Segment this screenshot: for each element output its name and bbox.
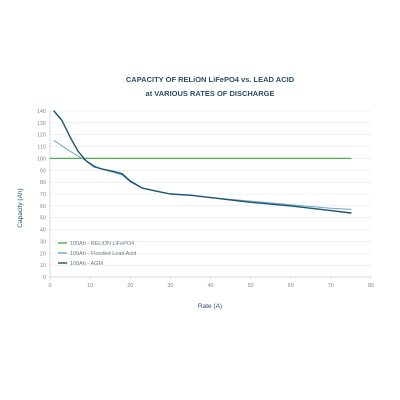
y-tick-label: 110: [37, 145, 46, 151]
x-axis-ticks: 0 10 20 30 40 50 60 70 80: [48, 277, 374, 289]
x-tick-label: 20: [127, 283, 133, 289]
y-tick-label: 130: [37, 121, 46, 127]
series-line-2: [53, 110, 352, 214]
y-tick-label: 80: [40, 180, 46, 186]
y-tick-label: 140: [37, 109, 46, 115]
series-lines: [49, 110, 352, 214]
y-tick-label: 100: [37, 156, 46, 162]
y-tick-label: 40: [40, 228, 46, 234]
y-axis-ticks: 0 10 20 30 40 50 60 70 80 90 100 110 120 130 140: [37, 109, 46, 281]
x-tick-label: 60: [288, 283, 294, 289]
y-tick-label: 70: [40, 192, 46, 198]
x-tick-label: 70: [328, 283, 334, 289]
x-tick-label: 80: [368, 283, 374, 289]
chart-title-line-1: CAPACITY OF RELiON LiFePO4 vs. LEAD ACID: [126, 75, 295, 84]
x-tick-label: 0: [48, 283, 51, 289]
series-line-1: [53, 140, 352, 210]
x-axis-label: Rate (A): [198, 303, 222, 310]
y-tick-label: 0: [43, 275, 46, 281]
legend: 100Ah - RELiON LiFePO4 100Ah - Flooded Le…: [58, 241, 136, 267]
y-tick-label: 50: [40, 216, 46, 222]
y-tick-label: 90: [40, 168, 46, 174]
x-tick-label: 10: [87, 283, 93, 289]
y-tick-label: 120: [37, 133, 46, 139]
x-tick-label: 50: [248, 283, 254, 289]
y-tick-label: 30: [40, 239, 46, 245]
x-tick-label: 40: [207, 283, 213, 289]
legend-label-2: 100Ah - AGM: [70, 261, 103, 267]
y-tick-label: 10: [40, 263, 46, 269]
y-tick-label: 20: [40, 251, 46, 257]
legend-label-1: 100Ah - Flooded Lead Acid: [70, 251, 136, 257]
y-tick-label: 60: [40, 204, 46, 210]
chart-title-line-2: at VARIOUS RATES OF DISCHARGE: [146, 89, 275, 98]
x-tick-label: 30: [167, 283, 173, 289]
y-axis-label: Capacity (Ah): [17, 188, 24, 227]
legend-label-0: 100Ah - RELiON LiFePO4: [70, 241, 134, 247]
